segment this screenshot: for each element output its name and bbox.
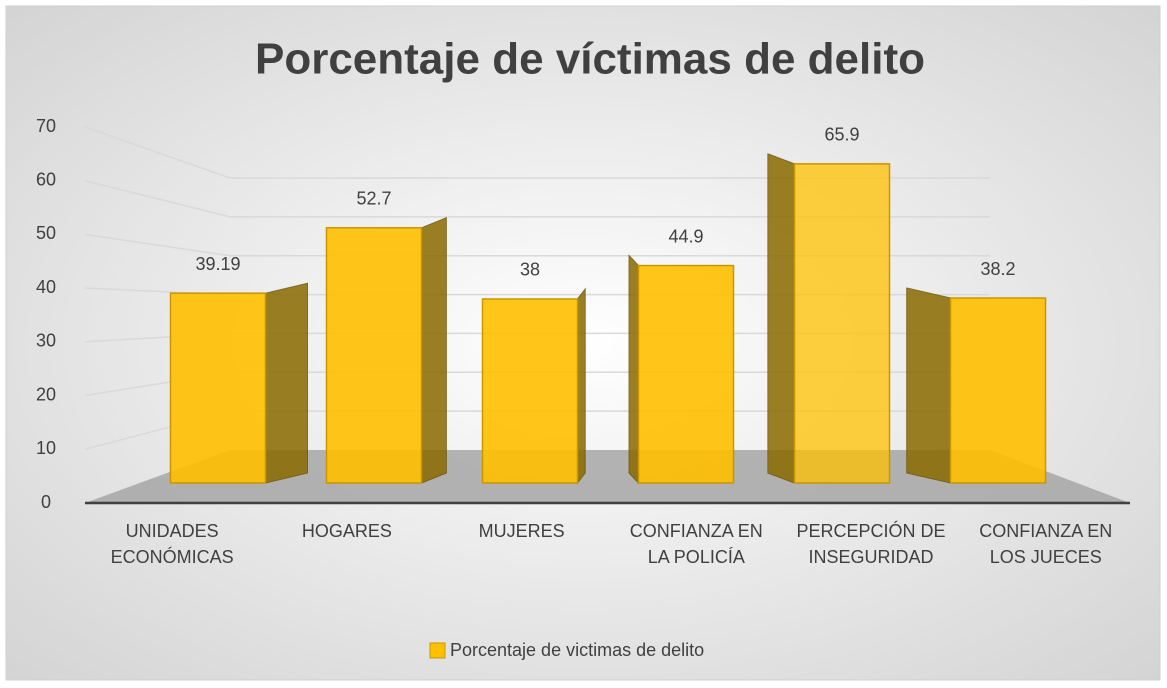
grid-line — [84, 179, 990, 218]
y-tick-label: 60 — [36, 169, 56, 189]
y-tick-label: 10 — [36, 438, 56, 458]
x-tick-label: CONFIANZA EN LOS JUECES — [979, 521, 1113, 567]
y-tick-label: 50 — [36, 223, 56, 243]
bar — [481, 298, 579, 484]
bar-side — [628, 254, 639, 485]
y-tick-label: 30 — [36, 331, 56, 351]
y-tick-label: 70 — [36, 116, 56, 136]
data-label: 38 — [520, 260, 540, 280]
bar — [325, 227, 423, 484]
data-label: 39.19 — [195, 254, 240, 274]
data-label: 44.9 — [668, 226, 703, 246]
y-tick-label: 0 — [41, 492, 51, 512]
grid-line — [84, 126, 990, 179]
bar-side — [577, 287, 586, 485]
bar-side — [906, 287, 951, 484]
data-label: 52.7 — [356, 189, 391, 209]
y-tick-label: 40 — [36, 277, 56, 297]
y-tick-label: 20 — [36, 384, 56, 404]
legend-swatch — [429, 642, 446, 659]
x-tick-label: UNIDADES ECONÓMICAS — [110, 521, 234, 567]
x-tick-label: HOGARES — [301, 521, 392, 541]
data-label: 65.9 — [824, 125, 859, 145]
legend-label: Porcentaje de victimas de delito — [450, 640, 704, 660]
bar — [793, 163, 891, 484]
grid-line — [84, 233, 990, 257]
x-tick-label: PERCEPCIÓN DE INSEGURIDAD — [796, 521, 946, 567]
bar — [169, 292, 267, 484]
bar-side — [767, 153, 795, 484]
bar-side — [421, 217, 447, 484]
bar — [949, 297, 1047, 484]
data-label: 38.2 — [980, 259, 1015, 279]
x-tick-label: CONFIANZA EN LA POLICÍA — [629, 521, 763, 567]
bar — [637, 264, 735, 484]
x-tick-label: MUJERES — [478, 521, 565, 541]
bar-side — [265, 282, 309, 484]
chart-title: Porcentaje de víctimas de delito — [255, 35, 925, 84]
